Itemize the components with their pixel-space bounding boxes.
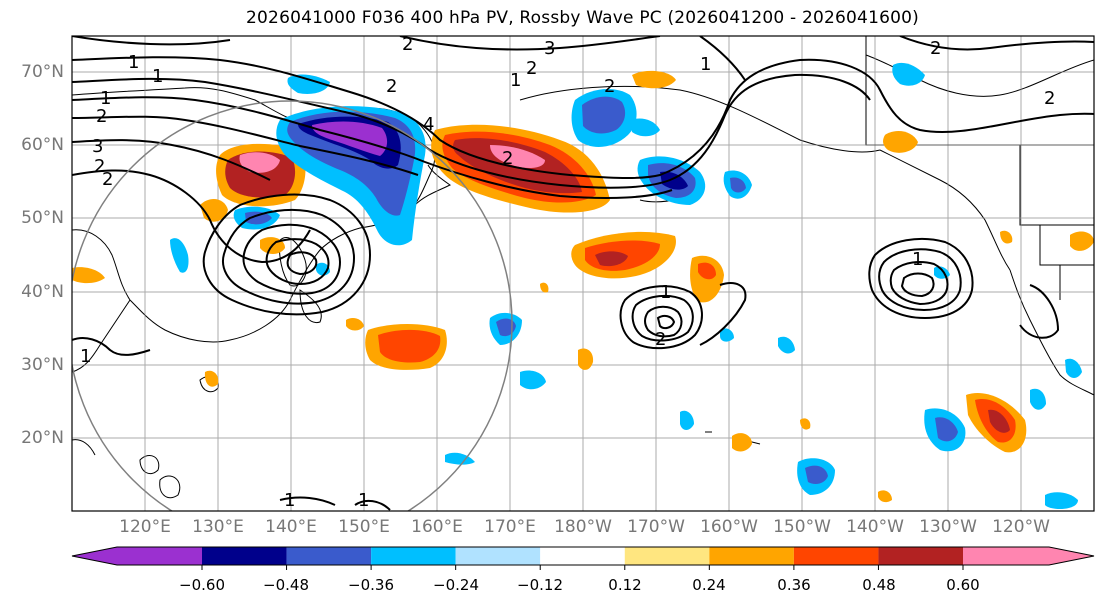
pv-contours: [72, 36, 1094, 511]
contour-label: 1: [152, 66, 163, 87]
contour-label: 2: [930, 38, 941, 59]
colorbar-outline: [71, 546, 1095, 566]
lon-label: 130°W: [919, 517, 977, 537]
contour-label: 1: [284, 490, 295, 511]
contour-label: 1: [80, 346, 91, 367]
colorbar-tick-label: 0.48: [862, 576, 896, 594]
contour-label: 2: [386, 76, 397, 97]
colorbar-swatch: [624, 547, 710, 565]
colorbar-swatch: [963, 547, 1049, 565]
colorbar-swatch: [202, 547, 287, 565]
lon-label: 170°W: [627, 517, 685, 537]
lon-label: 120°E: [119, 517, 171, 537]
lat-label: 70°N: [21, 62, 64, 82]
contour-label: 2: [655, 329, 666, 350]
colorbar-tick-label: 0.60: [946, 576, 980, 594]
colorbar-swatch: [117, 547, 202, 565]
colorbar-swatch: [72, 547, 117, 565]
contour-label: 1: [510, 70, 521, 91]
lat-label: 40°N: [21, 282, 64, 302]
colorbar-swatch: [455, 547, 541, 565]
colorbar-tick-label: 0.36: [777, 576, 811, 594]
lon-label: 130°E: [192, 517, 244, 537]
contour-label: 1: [660, 282, 671, 303]
contour-label: 2: [102, 169, 113, 190]
colorbar-tick-label: 0.12: [608, 576, 642, 594]
reference-circle: [72, 100, 513, 511]
colorbar-tick-label: −0.36: [348, 576, 394, 594]
lat-label: 20°N: [21, 428, 64, 448]
pv-negative-shading: [170, 62, 1082, 510]
colorbar-swatch: [793, 547, 879, 565]
colorbar-tick-label: 0.24: [692, 576, 726, 594]
contour-label: 2: [94, 156, 105, 177]
colorbar-swatch: [286, 547, 372, 565]
map-frame: [71, 35, 1095, 512]
map-panel: 1 1 1 2 2 3 2 2 1 2 3 4 2 2 1 2 2 1 2 1 …: [71, 34, 1095, 512]
contour-label: 2: [96, 106, 107, 127]
lon-label: 120°W: [992, 517, 1050, 537]
contour-label: 1: [700, 54, 711, 75]
colorbar-swatch: [371, 547, 456, 565]
lon-label: 180°W: [554, 517, 612, 537]
map-title: 2026041000 F036 400 hPa PV, Rossby Wave …: [246, 8, 919, 28]
contour-label: 1: [100, 88, 111, 109]
contour-label: 3: [544, 38, 555, 59]
contour-label: 1: [128, 52, 139, 73]
contour-label: 2: [502, 148, 513, 169]
contour-label: 2: [604, 76, 615, 97]
colorbar-swatch: [709, 547, 794, 565]
lat-label: 50°N: [21, 208, 64, 228]
lon-label: 140°E: [265, 517, 317, 537]
contour-label: 1: [912, 249, 923, 270]
contour-label: 3: [92, 136, 103, 157]
colorbar-swatch: [1049, 547, 1094, 565]
lat-label: 30°N: [21, 355, 64, 375]
colorbar-tick-label: −0.48: [263, 576, 309, 594]
colorbar-swatch: [540, 547, 625, 565]
contour-label: 2: [526, 58, 537, 79]
contour-label: 2: [402, 34, 413, 55]
colorbar-tick-label: −0.60: [179, 576, 225, 594]
colorbar-swatch: [878, 547, 963, 565]
lat-label: 60°N: [21, 135, 64, 155]
colorbar-tick-label: −0.12: [517, 576, 563, 594]
lon-label: 150°W: [773, 517, 831, 537]
contour-label: 1: [358, 490, 369, 511]
lon-label: 140°W: [846, 517, 904, 537]
lon-label: 150°E: [338, 517, 390, 537]
colorbar-tick-label: −0.24: [433, 576, 479, 594]
lon-label: 160°E: [411, 517, 463, 537]
contour-label: 2: [1044, 88, 1055, 109]
lon-label: 170°E: [484, 517, 536, 537]
lon-label: 160°W: [700, 517, 758, 537]
contour-label: 4: [423, 114, 434, 135]
contour-label-group: 1 1 1 2 2 3 2 2 1 2 3 4 2 2 1 2 2 1 2 1 …: [80, 34, 1055, 511]
